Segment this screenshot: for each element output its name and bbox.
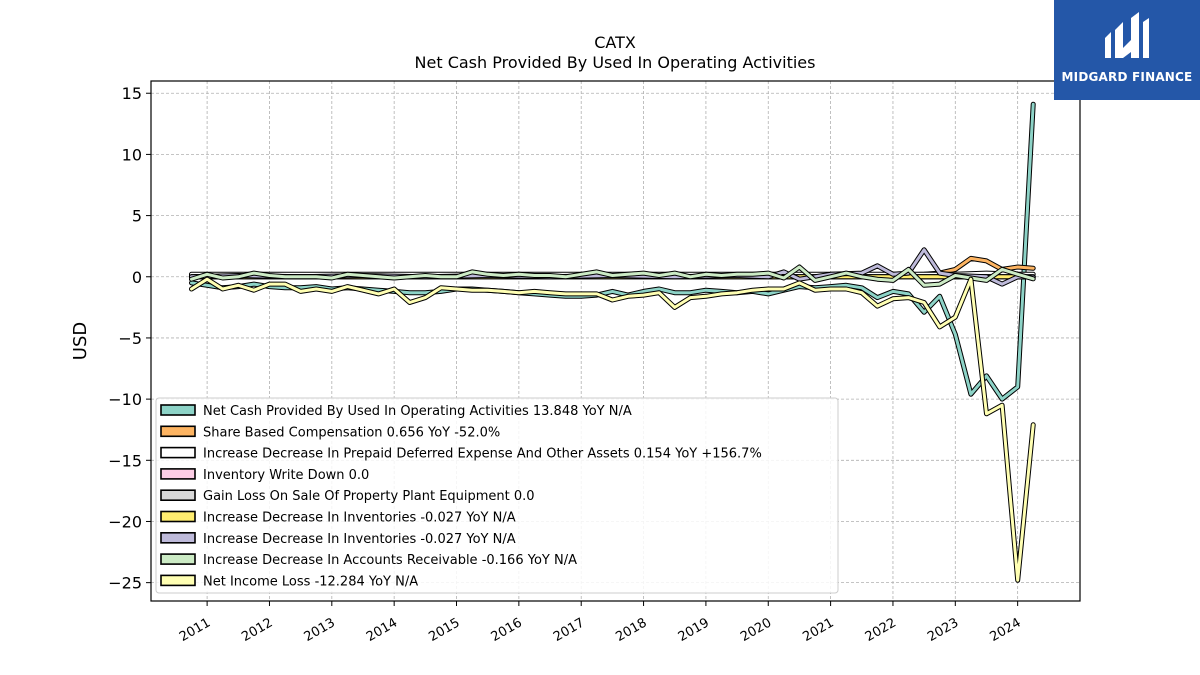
legend-entry: Increase Decrease In Inventories -0.027 … <box>203 511 516 526</box>
legend-entry: Gain Loss On Sale Of Property Plant Equi… <box>203 489 535 504</box>
plot-frame <box>150 80 1081 602</box>
legend: Net Cash Provided By Used In Operating A… <box>155 397 839 594</box>
x-tick-label: 2022 <box>863 615 899 645</box>
x-tick-label: 2019 <box>676 615 712 645</box>
y-tick-label: −15 <box>108 451 142 470</box>
legend-box <box>155 397 839 594</box>
brand-logo-mark <box>1105 12 1149 58</box>
legend-swatch <box>160 446 196 459</box>
series-outline <box>189 101 1036 402</box>
y-axis-label: USD <box>70 322 91 360</box>
legend-entry: Inventory Write Down 0.0 <box>203 468 369 483</box>
legend-swatch <box>160 425 196 438</box>
y-tick-label: 10 <box>122 145 142 164</box>
x-tick-label: 2015 <box>426 615 462 645</box>
x-tick-label: 2014 <box>364 615 400 645</box>
y-tick-label: −5 <box>118 329 142 348</box>
series-line <box>190 102 1035 401</box>
legend-swatch <box>160 510 196 523</box>
brand-name: MIDGARD FINANCE <box>1061 70 1193 84</box>
legend-entry: Share Based Compensation 0.656 YoY -52.0… <box>203 425 500 440</box>
series-0 <box>189 101 1036 402</box>
y-axis: 15 10 5 0 −5 −10 −15 −20 −25 <box>108 84 151 593</box>
y-tick-label: −20 <box>108 512 142 531</box>
x-tick-label: 2024 <box>987 615 1023 645</box>
chart-title: CATX <box>594 33 636 52</box>
x-tick-label: 2021 <box>800 615 836 645</box>
y-tick-label: −10 <box>108 390 142 409</box>
x-tick-label: 2018 <box>613 615 649 645</box>
x-axis: 2011 2012 2013 2014 2015 2016 2017 2018 2019 2020… <box>177 601 1024 645</box>
x-tick-label: 2012 <box>239 615 275 645</box>
y-tick-label: 5 <box>132 207 142 226</box>
series-8 <box>189 276 1036 583</box>
legend-entry: Increase Decrease In Prepaid Deferred Ex… <box>203 447 762 462</box>
x-tick-label: 2017 <box>551 615 587 645</box>
legend-entry: Increase Decrease In Inventories -0.027 … <box>203 532 516 547</box>
x-tick-label: 2013 <box>302 615 338 645</box>
legend-swatch <box>160 489 196 502</box>
x-tick-label: 2016 <box>489 615 525 645</box>
legend-swatch <box>160 574 196 587</box>
legend-swatch <box>160 404 196 416</box>
legend-entry: Increase Decrease In Accounts Receivable… <box>203 553 577 568</box>
chart-subtitle: Net Cash Provided By Used In Operating A… <box>415 53 816 72</box>
legend-swatch <box>160 553 196 565</box>
x-tick-label: 2020 <box>738 615 774 645</box>
legend-swatch <box>160 468 196 480</box>
legend-entry: Net Income Loss -12.284 YoY N/A <box>203 574 418 589</box>
series-line <box>190 265 1035 287</box>
brand-logo: MIDGARD FINANCE <box>1054 0 1200 100</box>
series-line <box>190 277 1035 582</box>
legend-swatch <box>160 531 196 544</box>
y-tick-label: 15 <box>122 84 142 103</box>
series-layer <box>189 101 1036 583</box>
x-tick-label: 2011 <box>177 615 213 645</box>
series-7 <box>189 264 1036 288</box>
y-tick-label: −25 <box>108 574 142 593</box>
legend-entry: Net Cash Provided By Used In Operating A… <box>203 404 632 419</box>
x-tick-label: 2023 <box>925 615 961 645</box>
y-tick-label: 0 <box>132 268 142 287</box>
